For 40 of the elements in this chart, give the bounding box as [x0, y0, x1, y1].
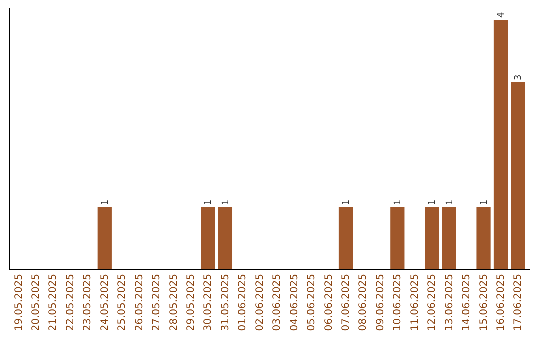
- x-tick-label: 16.06.2025: [496, 274, 507, 332]
- data-label: 1: [445, 200, 456, 206]
- x-tick-label: 15.06.2025: [478, 274, 490, 332]
- x-tick-label: 02.06.2025: [254, 274, 266, 332]
- x-tick-label: 21.05.2025: [48, 274, 60, 332]
- x-tick-label: 05.06.2025: [306, 274, 318, 332]
- x-tick-label: 09.06.2025: [375, 274, 386, 332]
- data-label: 1: [100, 200, 111, 206]
- x-tick-label: 19.05.2025: [14, 274, 25, 332]
- x-tick-label: 10.06.2025: [392, 274, 404, 332]
- data-label: 1: [394, 200, 404, 206]
- x-tick-label: 12.06.2025: [427, 274, 438, 332]
- x-tick-label: 23.05.2025: [82, 274, 94, 332]
- x-tick-label: 29.05.2025: [186, 274, 197, 332]
- data-label: 3: [514, 74, 524, 80]
- data-label: 1: [221, 200, 232, 206]
- x-tick-label: 31.05.2025: [220, 274, 232, 332]
- x-tick-label: 22.05.2025: [65, 274, 76, 332]
- x-tick-label: 01.06.2025: [238, 274, 249, 332]
- x-tick-label: 28.05.2025: [168, 274, 180, 332]
- x-tick-label: 30.05.2025: [203, 274, 214, 332]
- x-tick-label: 17.06.2025: [513, 274, 524, 332]
- x-tick-label: 24.05.2025: [100, 274, 111, 332]
- x-tick-label: 14.06.2025: [462, 274, 473, 332]
- x-tick-label: 27.05.2025: [152, 274, 163, 332]
- data-label: 1: [428, 200, 438, 206]
- data-label: 1: [480, 200, 490, 206]
- x-tick-label: 25.05.2025: [117, 274, 128, 332]
- x-tick-label: 07.06.2025: [341, 274, 352, 332]
- x-tick-label: 26.05.2025: [134, 274, 146, 332]
- data-label: 1: [342, 200, 352, 206]
- x-tick-label: 04.06.2025: [289, 274, 300, 332]
- data-label: 4: [496, 12, 507, 18]
- x-tick-label: 08.06.2025: [358, 274, 370, 332]
- x-tick-label: 11.06.2025: [410, 274, 421, 332]
- x-tick-label: 20.05.2025: [31, 274, 42, 332]
- x-tick-label: 13.06.2025: [444, 274, 456, 332]
- x-tick-label: 06.06.2025: [324, 274, 335, 332]
- data-label: 1: [204, 200, 214, 206]
- x-tick-label: 03.06.2025: [272, 274, 284, 332]
